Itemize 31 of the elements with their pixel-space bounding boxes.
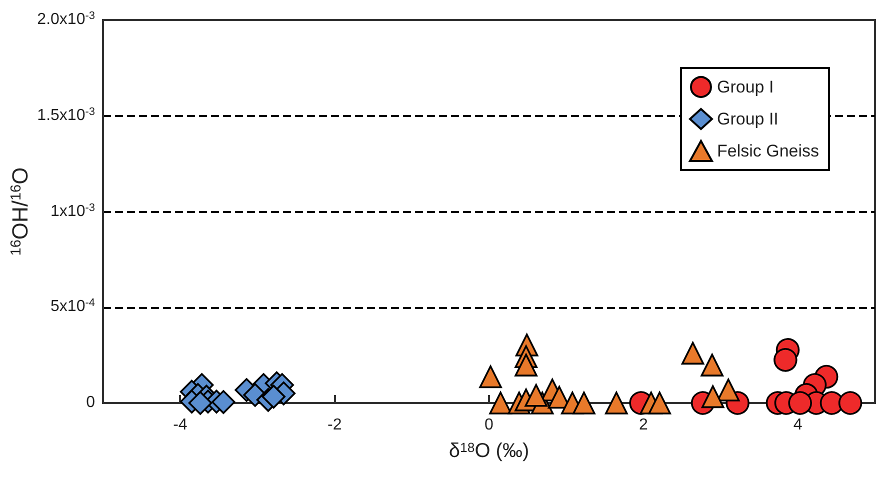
y-tick-label: 5x10$^{-4}$ [50, 297, 95, 316]
x-tick-label: 4 [793, 416, 802, 434]
point [716, 378, 740, 402]
y-axis-title: 16OH/16O [8, 167, 32, 256]
point [788, 391, 812, 415]
legend-label: Group I [716, 78, 774, 96]
point [572, 392, 596, 414]
point [524, 384, 548, 407]
legend-label: Group II [716, 110, 778, 128]
legend-label: Felsic Gneiss [716, 142, 820, 160]
x-tick-label: -4 [173, 416, 188, 434]
point [188, 391, 212, 415]
y-tick-label: 0 [86, 394, 95, 412]
point [489, 392, 512, 414]
x-tick-label: 2 [638, 416, 648, 434]
point [838, 391, 862, 415]
point [479, 365, 502, 388]
point [648, 392, 672, 414]
y-tick-label: 2.0x10$^{-3}$ [37, 10, 95, 29]
x-tick-label: 0 [484, 416, 494, 434]
x-tick-label: -2 [327, 416, 342, 434]
point [700, 354, 724, 376]
y-tick-label: 1x10$^{-3}$ [50, 202, 95, 220]
point [604, 392, 628, 414]
point [262, 384, 286, 409]
point [681, 342, 704, 365]
point [774, 348, 798, 372]
point [701, 385, 724, 408]
point [212, 390, 236, 414]
point [514, 354, 538, 376]
y-tick-label: 1.5x10$^{-3}$ [37, 106, 95, 125]
